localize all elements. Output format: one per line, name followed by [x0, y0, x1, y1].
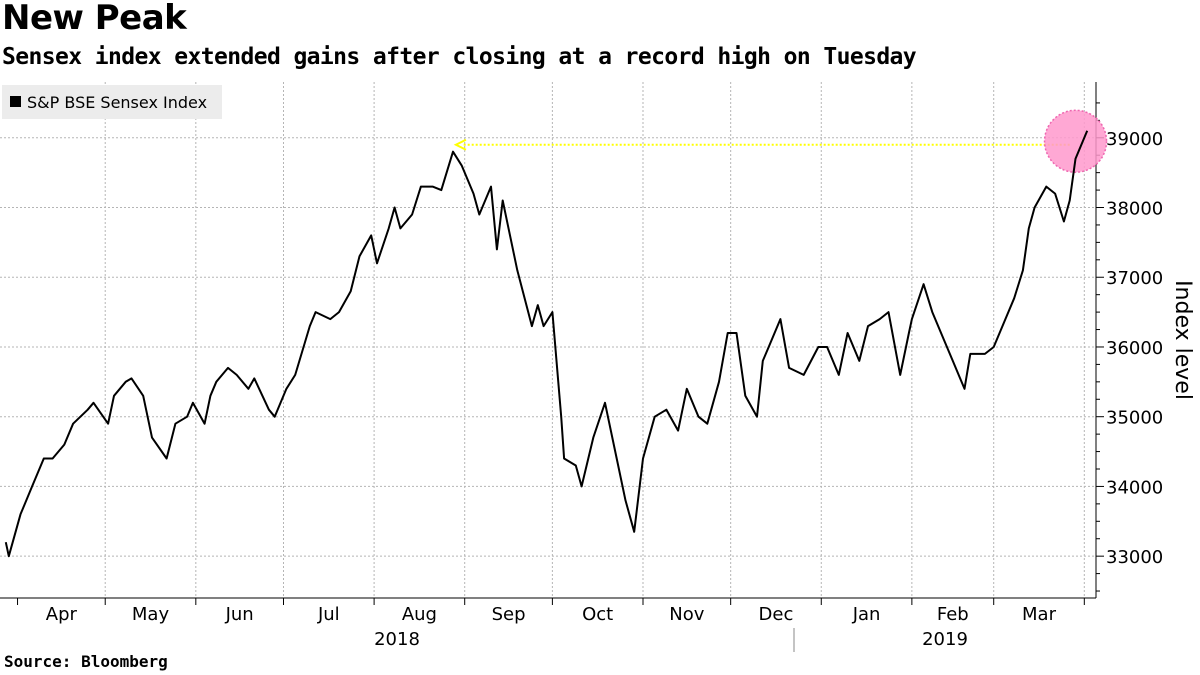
y-tick-label: 39000 — [1106, 129, 1163, 150]
year-label: 2018 — [374, 629, 420, 650]
x-tick-label: Jul — [317, 604, 340, 625]
arrow-head — [453, 138, 467, 151]
year-label: 2019 — [922, 629, 968, 650]
series-line-sensex — [4, 130, 1089, 558]
x-tick-label: Nov — [669, 604, 704, 625]
y-tick-label: 36000 — [1106, 338, 1163, 359]
x-tick-label: Aug — [402, 604, 437, 625]
x-tick-label: Oct — [582, 604, 613, 625]
series-layer — [4, 130, 1089, 558]
grid-lines — [0, 82, 1096, 598]
x-tick-label: Dec — [759, 604, 794, 625]
x-tick-label: Jan — [852, 604, 881, 625]
y-tick-label: 35000 — [1106, 408, 1163, 429]
x-tick-label: Feb — [937, 604, 969, 625]
source-note: Source: Bloomberg — [4, 652, 168, 671]
x-tick-label: Apr — [46, 604, 78, 625]
chart-title: New Peak — [2, 0, 187, 38]
y-axis: 33000 34000 35000 36000 37000 38000 39000 — [1095, 82, 1163, 598]
y-tick-label: 33000 — [1106, 547, 1163, 568]
x-tick-label: Jun — [225, 604, 254, 625]
x-axis: Apr May Jun Jul Aug Sep Oct Nov Dec Jan Feb Mar 2018… — [0, 597, 1096, 652]
x-tick-label: Mar — [1022, 604, 1057, 625]
legend-box — [2, 85, 222, 119]
legend-label: S&P BSE Sensex Index — [27, 93, 207, 112]
annotations — [453, 109, 1108, 174]
highlight-circle — [1043, 109, 1108, 174]
legend: S&P BSE Sensex Index — [2, 85, 222, 119]
y-axis-label: Index level — [1170, 280, 1195, 400]
legend-swatch — [10, 96, 21, 107]
x-tick-label: May — [132, 604, 170, 625]
x-tick-label: Sep — [492, 604, 526, 625]
y-tick-label: 38000 — [1106, 199, 1163, 220]
y-tick-label: 37000 — [1106, 268, 1163, 289]
y-tick-label: 34000 — [1106, 477, 1163, 498]
chart-subtitle: Sensex index extended gains after closin… — [2, 44, 917, 70]
